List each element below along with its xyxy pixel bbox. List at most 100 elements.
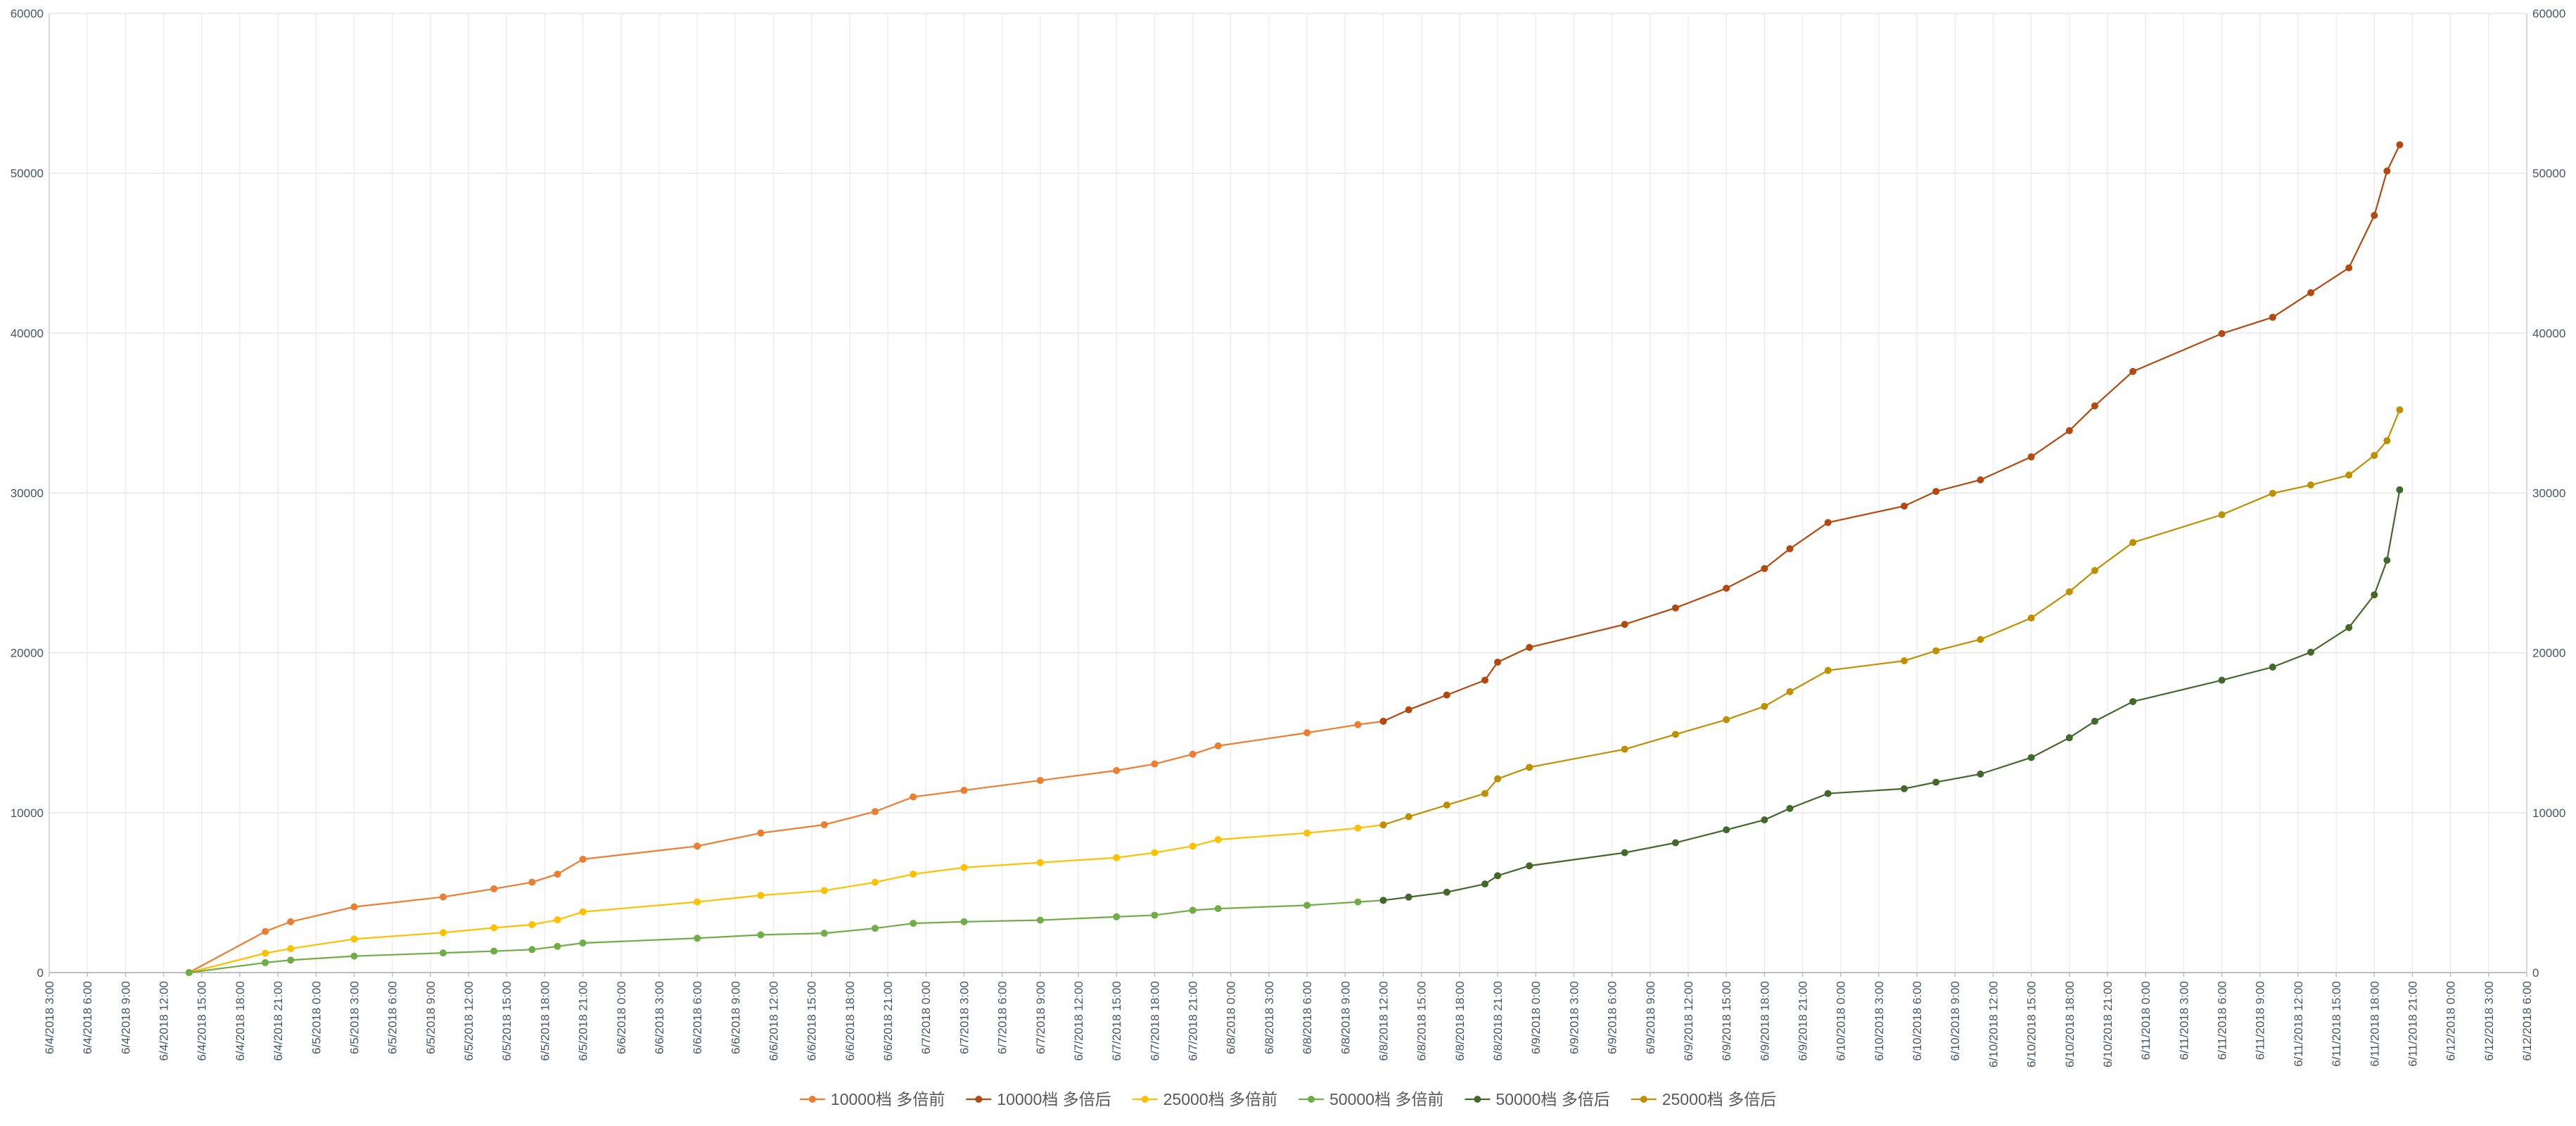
marker: [2065, 588, 2073, 595]
series-line: [1383, 144, 2401, 722]
marker: [2065, 426, 2073, 434]
marker: [528, 878, 536, 886]
series-line: [1383, 489, 2401, 902]
marker: [262, 959, 269, 966]
marker: [910, 871, 917, 878]
y-tick-label: 40000: [11, 327, 44, 340]
legend-marker: [1308, 1096, 1315, 1103]
x-tick-label: 6/5/2018 12:00: [462, 981, 476, 1061]
marker: [1494, 872, 1502, 880]
marker: [2371, 591, 2378, 599]
marker: [439, 949, 447, 957]
marker: [1621, 621, 1628, 628]
marker: [1113, 766, 1121, 774]
marker: [2269, 489, 2276, 497]
marker: [2218, 330, 2226, 338]
marker: [2269, 313, 2276, 321]
marker: [1824, 666, 1832, 674]
x-tick-label: 6/6/2018 15:00: [805, 981, 819, 1061]
marker: [820, 821, 828, 828]
marker: [1786, 688, 1794, 695]
marker: [1526, 862, 1534, 870]
series-line: [189, 899, 1384, 974]
x-tick-label: 6/4/2018 12:00: [158, 981, 171, 1061]
y-tick-label: 10000: [11, 806, 44, 820]
marker: [2371, 212, 2378, 220]
marker: [287, 944, 295, 952]
x-tick-label: 6/10/2018 12:00: [1987, 981, 2000, 1068]
marker: [1824, 519, 1832, 526]
marker: [579, 908, 587, 916]
x-tick-label: 6/5/2018 9:00: [424, 981, 438, 1054]
marker: [820, 887, 828, 894]
marker: [2027, 754, 2035, 761]
marker: [528, 921, 536, 928]
marker: [872, 878, 879, 886]
y2-tick-label: 30000: [2532, 487, 2565, 500]
marker: [287, 956, 295, 964]
marker: [1189, 906, 1197, 914]
marker: [2383, 437, 2391, 445]
marker: [2345, 624, 2353, 631]
marker: [960, 918, 968, 925]
marker: [2091, 402, 2098, 410]
marker: [1824, 790, 1832, 797]
x-tick-label: 6/11/2018 9:00: [2254, 981, 2267, 1060]
marker: [1113, 913, 1121, 921]
x-tick-label: 6/9/2018 21:00: [1796, 981, 1809, 1061]
x-tick-label: 6/11/2018 6:00: [2216, 981, 2229, 1060]
marker: [1303, 829, 1311, 837]
marker: [2091, 717, 2098, 725]
marker: [960, 864, 968, 871]
marker: [287, 918, 295, 925]
x-tick-label: 6/10/2018 15:00: [2025, 981, 2039, 1068]
marker: [579, 939, 587, 947]
marker: [1900, 785, 1908, 792]
marker: [1405, 893, 1413, 901]
x-tick-label: 6/6/2018 9:00: [729, 981, 742, 1054]
marker: [262, 928, 269, 935]
marker: [694, 935, 701, 942]
legend-marker: [1141, 1096, 1149, 1103]
legend-marker: [808, 1096, 816, 1103]
x-tick-label: 6/11/2018 15:00: [2330, 981, 2343, 1067]
x-tick-label: 6/6/2018 6:00: [691, 981, 704, 1054]
marker: [350, 952, 358, 960]
x-tick-label: 6/5/2018 6:00: [386, 981, 400, 1054]
y-tick-label: 20000: [11, 647, 44, 660]
marker: [1303, 902, 1311, 909]
marker: [1354, 824, 1362, 832]
marker: [1189, 750, 1197, 758]
x-tick-label: 6/8/2018 0:00: [1225, 981, 1238, 1054]
marker: [2396, 141, 2404, 148]
marker: [1526, 764, 1534, 771]
legend-label: 50000档 多倍后: [1496, 1090, 1609, 1108]
y-tick-label: 0: [37, 966, 44, 980]
marker: [1723, 716, 1730, 723]
marker: [1151, 760, 1159, 768]
x-tick-label: 6/4/2018 9:00: [119, 981, 132, 1054]
marker: [1303, 729, 1311, 737]
marker: [2129, 538, 2137, 546]
marker: [1932, 647, 1940, 654]
marker: [1671, 730, 1679, 738]
marker: [2129, 697, 2137, 705]
marker: [1977, 476, 1984, 483]
marker: [2027, 453, 2035, 461]
x-tick-label: 6/6/2018 12:00: [767, 981, 781, 1061]
marker: [554, 916, 561, 924]
marker: [1036, 859, 1044, 866]
marker: [262, 949, 269, 957]
marker: [820, 930, 828, 937]
x-tick-label: 6/7/2018 0:00: [919, 981, 933, 1054]
marker: [2345, 264, 2353, 272]
y2-tick-label: 20000: [2532, 647, 2565, 660]
x-tick-label: 6/12/2018 6:00: [2520, 981, 2534, 1061]
x-tick-label: 6/9/2018 9:00: [1644, 981, 1657, 1054]
x-tick-label: 6/5/2018 21:00: [577, 981, 590, 1061]
y2-tick-label: 10000: [2532, 806, 2565, 820]
marker: [1761, 702, 1768, 710]
marker: [757, 931, 765, 939]
x-tick-label: 6/5/2018 0:00: [310, 981, 323, 1054]
